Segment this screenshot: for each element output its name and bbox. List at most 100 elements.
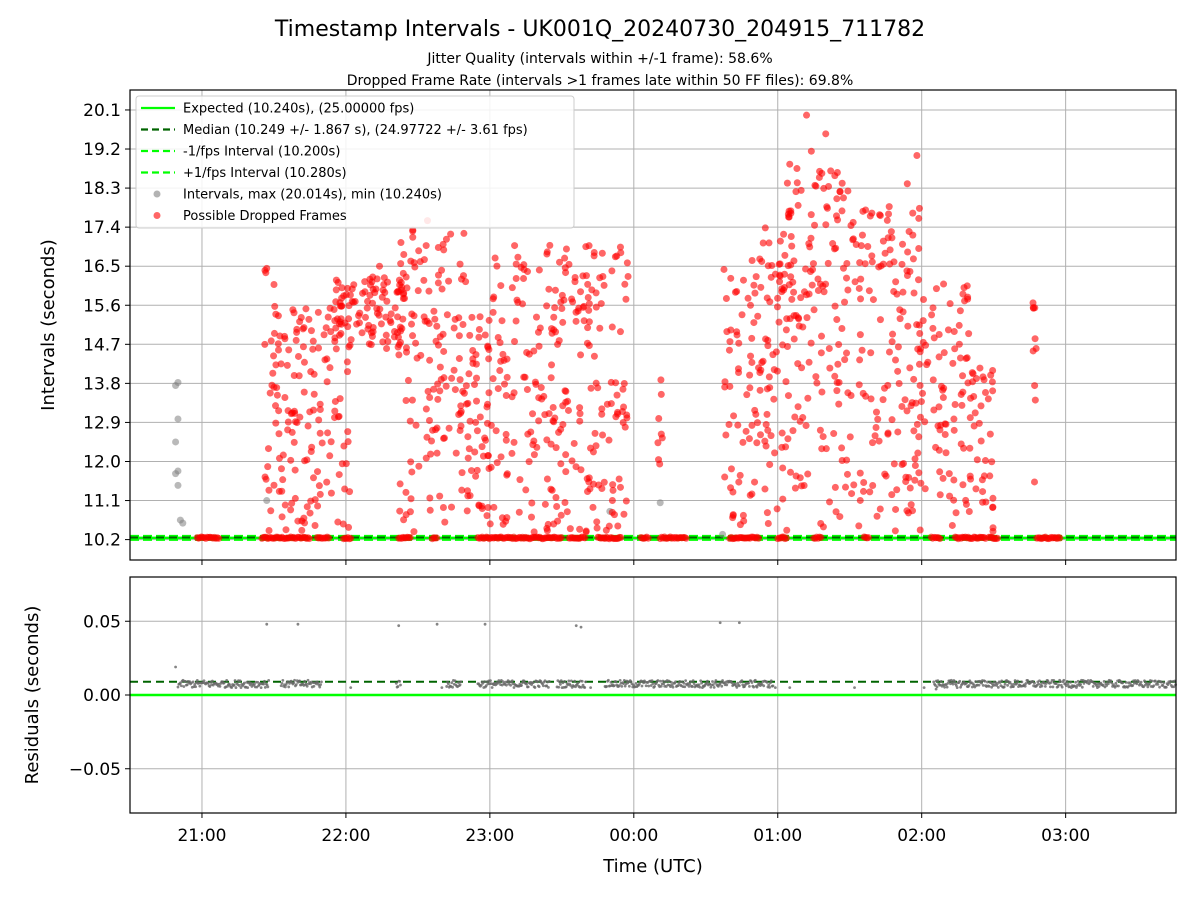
dropped-frame-point bbox=[727, 465, 735, 473]
dropped-frame-point bbox=[459, 321, 467, 329]
dropped-frame-point bbox=[598, 405, 606, 413]
dropped-frame-point bbox=[485, 316, 493, 324]
residual-point bbox=[987, 684, 991, 688]
residual-point bbox=[1079, 683, 1083, 686]
dropped-frame-point bbox=[433, 322, 441, 330]
top-y-tick-label: 18.3 bbox=[83, 179, 121, 199]
residual-point bbox=[286, 680, 290, 683]
dropped-frame-point bbox=[875, 437, 883, 445]
dropped-frame-point bbox=[603, 400, 611, 408]
residual-point bbox=[936, 679, 940, 683]
dropped-frame-point bbox=[403, 284, 411, 292]
dropped-frame-point bbox=[458, 486, 466, 494]
dropped-frame-point bbox=[513, 296, 521, 304]
dropped-frame-point bbox=[544, 520, 552, 528]
dropped-frame-point bbox=[841, 356, 849, 364]
legend-marker bbox=[153, 190, 161, 198]
dropped-frame-point bbox=[831, 483, 839, 491]
residual-point bbox=[557, 685, 561, 689]
dropped-frame-point bbox=[989, 387, 997, 395]
top-data-points bbox=[172, 111, 1064, 543]
residual-point bbox=[853, 686, 856, 690]
residual-point bbox=[1086, 679, 1090, 682]
dropped-frame-point bbox=[346, 488, 354, 496]
residual-point bbox=[622, 682, 625, 686]
residual-point bbox=[559, 679, 563, 683]
dropped-frame-point bbox=[450, 366, 458, 374]
dropped-frame-point bbox=[658, 434, 666, 442]
dropped-frame-point bbox=[743, 391, 751, 399]
residual-point bbox=[1161, 683, 1165, 687]
dropped-frame-point bbox=[822, 130, 830, 138]
dropped-frame-point bbox=[326, 364, 334, 372]
dropped-frame-point bbox=[756, 386, 764, 394]
dropped-frame-point bbox=[583, 475, 591, 483]
dropped-frame-point bbox=[908, 399, 916, 407]
residual-point bbox=[951, 682, 955, 686]
dropped-frame-point bbox=[820, 288, 828, 296]
dropped-frame-point bbox=[298, 526, 306, 534]
dropped-frame-point bbox=[899, 459, 907, 467]
dropped-frame-point bbox=[412, 421, 420, 429]
residual-point bbox=[706, 679, 709, 683]
dropped-frame-point bbox=[904, 322, 912, 330]
dropped-frame-point bbox=[331, 407, 339, 415]
dropped-frame-point bbox=[498, 514, 506, 522]
dropped-frame-point bbox=[267, 507, 275, 515]
dropped-frame-point bbox=[415, 462, 423, 470]
dropped-frame-point bbox=[589, 503, 597, 511]
residual-point bbox=[974, 680, 978, 683]
dropped-frame-point bbox=[858, 346, 866, 354]
dropped-frame-point bbox=[909, 255, 917, 263]
dropped-frame-point bbox=[966, 444, 974, 452]
residual-point bbox=[319, 683, 323, 687]
residual-point bbox=[614, 680, 618, 684]
dropped-frame-point bbox=[267, 337, 275, 345]
residual-point bbox=[1080, 685, 1084, 689]
dropped-frame-point bbox=[594, 384, 602, 392]
dropped-frame-point bbox=[420, 256, 428, 264]
dropped-frame-point bbox=[262, 475, 270, 483]
dropped-frame-point bbox=[752, 273, 760, 281]
dropped-frame-point bbox=[556, 258, 564, 266]
residual-point bbox=[1105, 684, 1109, 687]
dropped-frame-point bbox=[554, 517, 562, 525]
residual-point bbox=[222, 681, 226, 685]
residual-point bbox=[1006, 684, 1009, 687]
residual-point bbox=[659, 684, 663, 688]
dropped-frame-point bbox=[546, 241, 554, 249]
dropped-frame-point bbox=[879, 396, 887, 404]
dropped-frame-point bbox=[750, 319, 758, 327]
dropped-frame-point bbox=[721, 378, 729, 386]
residual-point bbox=[483, 680, 486, 683]
dropped-frame-point bbox=[464, 492, 472, 500]
dropped-frame-point bbox=[867, 395, 875, 403]
dropped-frame-point bbox=[915, 214, 923, 222]
dropped-frame-point bbox=[988, 378, 996, 386]
dropped-frame-point bbox=[869, 481, 877, 489]
dropped-frame-point bbox=[946, 300, 954, 308]
dropped-frame-point bbox=[1031, 396, 1039, 404]
dropped-frame-point bbox=[914, 449, 922, 457]
residual-point bbox=[981, 683, 985, 687]
dropped-frame-point bbox=[877, 262, 885, 270]
dropped-frame-point bbox=[393, 288, 401, 296]
residual-point bbox=[689, 680, 693, 684]
dropped-frame-point bbox=[292, 418, 300, 426]
dropped-frame-point bbox=[748, 421, 756, 429]
dropped-frame-point bbox=[771, 449, 779, 457]
dropped-frame-point bbox=[799, 414, 807, 422]
residual-point bbox=[606, 678, 610, 682]
dropped-frame-point bbox=[803, 111, 811, 119]
dropped-frame-point bbox=[932, 285, 940, 293]
dropped-frame-point bbox=[608, 508, 616, 516]
dropped-frame-point bbox=[859, 389, 867, 397]
dropped-frame-point bbox=[762, 335, 770, 343]
dropped-frame-point bbox=[751, 406, 759, 414]
residual-point bbox=[303, 679, 307, 683]
dropped-frame-point bbox=[475, 501, 483, 509]
residual-point bbox=[584, 680, 587, 684]
dropped-frame-point bbox=[363, 304, 371, 312]
dropped-frame-point bbox=[287, 456, 295, 464]
dropped-frame-point bbox=[281, 393, 289, 401]
